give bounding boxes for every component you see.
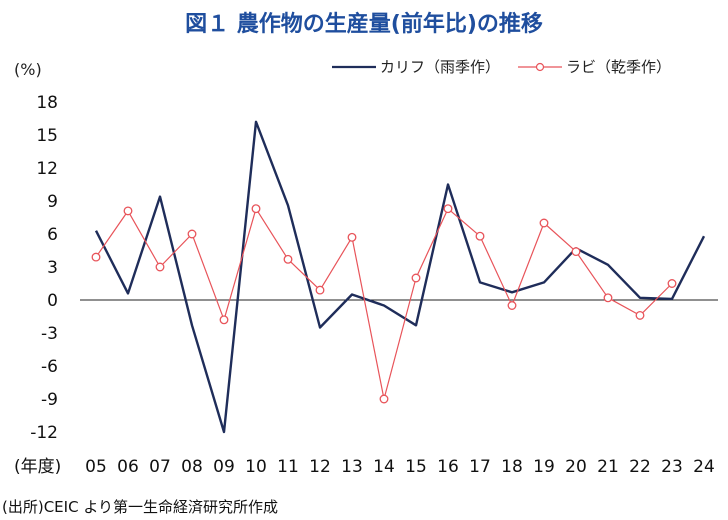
y-tick-label: 12 — [36, 159, 58, 179]
legend-label-rabi: ラビ（乾季作） — [566, 58, 672, 76]
legend-label-kharif: カリフ（雨季作） — [380, 58, 501, 76]
source-note: (出所)CEIC より第一生命経済研究所作成 — [2, 498, 279, 516]
data-point-rabi — [667, 279, 677, 288]
data-point-rabi — [571, 247, 581, 257]
data-point-rabi — [411, 273, 421, 283]
data-point-rabi — [155, 262, 165, 272]
x-axis-label: (年度) — [14, 457, 61, 477]
y-tick-label: -12 — [30, 423, 58, 443]
x-tick-label: 06 — [117, 457, 139, 477]
data-point-rabi — [507, 301, 517, 310]
y-tick-label: 6 — [47, 225, 58, 245]
data-point-rabi — [251, 204, 261, 214]
y-axis-unit: (%) — [14, 60, 42, 79]
data-point-rabi — [219, 315, 229, 325]
y-tick-label: -9 — [41, 390, 58, 410]
x-tick-label: 17 — [469, 457, 491, 477]
data-point-rabi — [347, 232, 357, 242]
y-tick-label: 0 — [47, 291, 58, 311]
data-point-rabi — [475, 231, 485, 241]
data-point-rabi — [603, 293, 613, 303]
x-tick-label: 09 — [213, 457, 235, 477]
legend-line-rabi-icon — [518, 62, 563, 71]
y-tick-label: 9 — [47, 192, 58, 212]
data-point-rabi — [91, 252, 101, 262]
x-tick-label: 19 — [533, 457, 555, 477]
chart-title: 図１ 農作物の生産量(前年比)の推移 — [185, 12, 543, 37]
legend: カリフ（雨季作） ラビ（乾季作） — [332, 56, 689, 77]
data-point-rabi — [635, 310, 645, 320]
x-tick-label: 22 — [629, 457, 651, 477]
x-tick-label: 16 — [437, 457, 459, 477]
y-tick-label: 18 — [36, 93, 58, 113]
x-tick-label: 07 — [149, 457, 171, 477]
x-tick-label: 21 — [597, 457, 619, 477]
legend-item-rabi: ラビ（乾季作） — [518, 56, 671, 77]
series-line-rabi — [95, 208, 673, 400]
line-chart: 18 15 12 9 6 3 0 -3 -6 -9 -12 (年度) 05 06 07 08 09 10 11 12 1… — [14, 93, 718, 477]
legend-item-kharif: カリフ（雨季作） — [332, 56, 500, 77]
data-point-rabi — [123, 206, 133, 216]
data-point-rabi — [443, 204, 453, 214]
data-point-rabi — [379, 394, 389, 404]
x-tick-label: 20 — [565, 457, 587, 477]
x-tick-label: 15 — [405, 457, 427, 477]
data-point-rabi — [283, 254, 293, 264]
y-tick-label: 15 — [36, 126, 58, 146]
y-tick-label: -3 — [41, 324, 58, 344]
y-tick-label: 3 — [47, 258, 58, 278]
x-tick-label: 08 — [181, 457, 203, 477]
legend-line-kharif-icon — [332, 65, 376, 68]
x-tick-label: 11 — [277, 457, 299, 477]
data-point-rabi — [539, 218, 549, 228]
x-tick-label: 13 — [341, 457, 363, 477]
x-tick-label: 12 — [309, 457, 331, 477]
x-tick-label: 18 — [501, 457, 523, 477]
x-tick-label: 24 — [693, 457, 715, 477]
x-tick-label: 05 — [85, 457, 107, 477]
x-tick-label: 23 — [661, 457, 683, 477]
x-tick-label: 14 — [373, 457, 395, 477]
series-line-kharif — [94, 120, 706, 434]
y-tick-label: -6 — [41, 357, 58, 377]
x-tick-label: 10 — [245, 457, 267, 477]
data-point-rabi — [187, 229, 197, 239]
data-point-rabi — [315, 285, 325, 295]
